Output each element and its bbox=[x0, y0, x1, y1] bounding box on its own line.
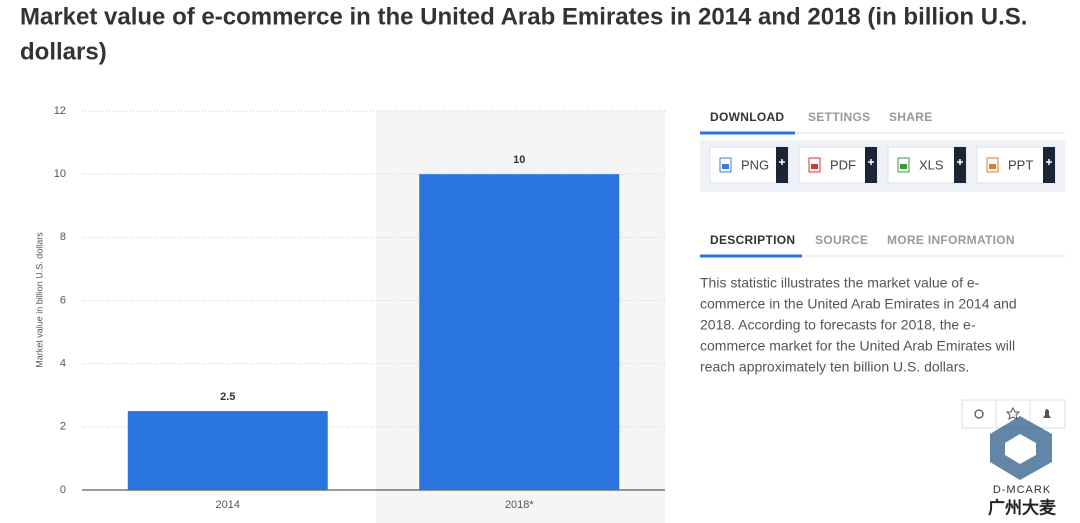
button-label: PNG bbox=[741, 157, 769, 172]
description-line: reach approximately ten billion U.S. dol… bbox=[700, 359, 969, 375]
x-tick-label: 2014 bbox=[216, 499, 240, 511]
description-line: commerce market for the United Arab Emir… bbox=[700, 338, 1015, 354]
file-icon-mark bbox=[811, 164, 818, 169]
download-button[interactable]: XLS bbox=[887, 146, 967, 184]
tab[interactable]: DESCRIPTION bbox=[710, 233, 795, 247]
x-tick-label: 2018* bbox=[505, 499, 534, 511]
value-label: 2.5 bbox=[220, 391, 235, 403]
watermark-brand: D-MCARK bbox=[993, 484, 1051, 496]
bar bbox=[127, 411, 328, 490]
file-icon-mark bbox=[722, 164, 729, 169]
file-icon-mark bbox=[989, 164, 996, 169]
tab[interactable]: SHARE bbox=[889, 110, 933, 124]
title-line: dollars) bbox=[20, 38, 107, 65]
button-label: XLS bbox=[919, 157, 944, 172]
button-label: PPT bbox=[1008, 157, 1033, 172]
tab[interactable]: DOWNLOAD bbox=[710, 110, 784, 124]
y-tick-label: 6 bbox=[60, 294, 66, 306]
plus bbox=[1046, 159, 1052, 165]
y-tick-label: 2 bbox=[60, 421, 66, 433]
download-button[interactable]: PNG bbox=[709, 146, 789, 184]
button-label: PDF bbox=[830, 157, 856, 172]
tab[interactable]: SETTINGS bbox=[808, 110, 870, 124]
description-line: commerce in the United Arab Emirates in … bbox=[700, 296, 1017, 312]
tab[interactable]: SOURCE bbox=[815, 233, 868, 247]
y-tick-label: 10 bbox=[54, 168, 66, 180]
plus bbox=[868, 159, 874, 165]
description-line: This statistic illustrates the market va… bbox=[700, 275, 980, 291]
bar bbox=[419, 174, 620, 490]
y-tick-label: 4 bbox=[60, 358, 66, 370]
watermark-logo bbox=[990, 416, 1052, 480]
plus bbox=[779, 159, 785, 165]
y-tick-label: 8 bbox=[60, 231, 66, 243]
title-line: Market value of e-commerce in the United… bbox=[20, 3, 1027, 30]
plus bbox=[957, 159, 963, 165]
file-icon-mark bbox=[900, 164, 907, 169]
download-button[interactable]: PDF bbox=[798, 146, 878, 184]
y-axis-label: Market value in billion U.S. dollars bbox=[34, 232, 44, 368]
download-button[interactable]: PPT bbox=[976, 146, 1056, 184]
y-tick-label: 0 bbox=[60, 484, 66, 496]
watermark-name: 广州大麦 bbox=[988, 497, 1057, 517]
value-label: 10 bbox=[513, 154, 525, 166]
tab[interactable]: MORE INFORMATION bbox=[887, 233, 1015, 247]
y-tick-label: 12 bbox=[54, 105, 66, 117]
description-line: 2018. According to forecasts for 2018, t… bbox=[700, 317, 976, 333]
